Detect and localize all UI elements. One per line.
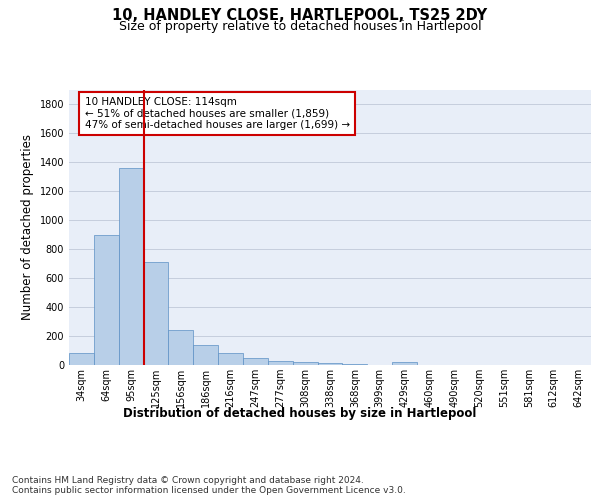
Bar — [193, 344, 218, 365]
Bar — [392, 362, 417, 365]
Bar — [343, 364, 367, 365]
Bar — [218, 352, 243, 365]
Y-axis label: Number of detached properties: Number of detached properties — [21, 134, 34, 320]
Bar — [94, 234, 119, 365]
Bar — [317, 363, 343, 365]
Bar — [169, 330, 193, 365]
Bar — [243, 358, 268, 365]
Text: Contains HM Land Registry data © Crown copyright and database right 2024.
Contai: Contains HM Land Registry data © Crown c… — [12, 476, 406, 495]
Text: Distribution of detached houses by size in Hartlepool: Distribution of detached houses by size … — [124, 408, 476, 420]
Text: 10, HANDLEY CLOSE, HARTLEPOOL, TS25 2DY: 10, HANDLEY CLOSE, HARTLEPOOL, TS25 2DY — [112, 8, 488, 22]
Bar — [293, 362, 317, 365]
Text: Size of property relative to detached houses in Hartlepool: Size of property relative to detached ho… — [119, 20, 481, 33]
Bar — [268, 360, 293, 365]
Bar — [119, 168, 143, 365]
Text: 10 HANDLEY CLOSE: 114sqm
← 51% of detached houses are smaller (1,859)
47% of sem: 10 HANDLEY CLOSE: 114sqm ← 51% of detach… — [85, 97, 350, 130]
Bar — [143, 262, 169, 365]
Bar — [69, 354, 94, 365]
